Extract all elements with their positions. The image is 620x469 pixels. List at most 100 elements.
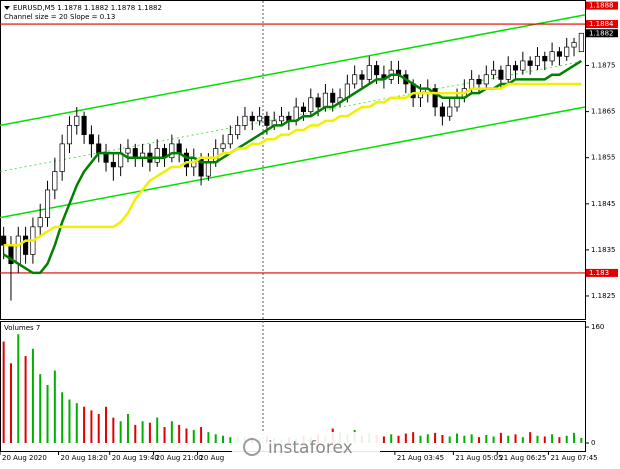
channel-upper — [0, 14, 586, 127]
volume-bar — [214, 434, 217, 443]
price-marker-label: 1.183 — [589, 269, 609, 277]
y-tick-label: 1.1835 — [591, 246, 616, 254]
x-tick-label: 20 Aug 2020 — [2, 454, 47, 462]
candle-body — [469, 78, 475, 89]
candle-body — [74, 115, 80, 126]
volume-bar — [90, 410, 93, 443]
candle-body — [454, 97, 460, 108]
candle-body — [235, 125, 241, 136]
watermark: instaforex — [232, 432, 380, 464]
candle-body — [205, 161, 211, 177]
symbol-icon — [4, 6, 10, 10]
candle-body — [498, 69, 504, 80]
volume-bar — [148, 422, 151, 443]
candle-body — [81, 115, 87, 136]
candle-body — [132, 148, 138, 159]
y-tick-label: 1.1855 — [591, 154, 616, 162]
watermark-bg — [232, 432, 380, 464]
volume-bar — [477, 437, 480, 443]
volume-bar — [156, 417, 159, 443]
candle-body — [556, 51, 562, 57]
volume-bar — [558, 437, 561, 443]
candle-body — [505, 65, 511, 80]
volume-bar — [499, 432, 502, 443]
volume-bar — [448, 436, 451, 443]
volume-bar — [222, 435, 225, 443]
candle-body — [23, 235, 29, 255]
candle-body — [125, 148, 131, 154]
candle-body — [527, 60, 533, 66]
volume-bar — [68, 399, 71, 443]
price-marker — [586, 268, 618, 277]
volume-bar — [536, 435, 539, 443]
candle-body — [249, 115, 255, 122]
price-marker — [586, 1, 618, 10]
volume-bar — [2, 341, 5, 443]
volume-bar — [485, 435, 488, 443]
volume-bar — [83, 406, 86, 443]
volume-bar — [551, 434, 554, 443]
candle-body — [534, 55, 541, 66]
candle-body — [59, 143, 65, 172]
volume-bar — [207, 432, 210, 443]
candle-body — [242, 115, 248, 126]
volume-bar — [31, 348, 34, 443]
volume-bar — [119, 421, 122, 443]
volume-bar — [75, 403, 78, 443]
volume-bar — [185, 428, 188, 443]
volume-bar — [507, 435, 510, 443]
volume-bar — [24, 356, 27, 443]
volume-bar — [192, 429, 195, 443]
candle-body — [66, 125, 73, 145]
volume-bar — [134, 424, 137, 443]
volume-bar — [463, 435, 466, 443]
candle-body — [96, 143, 102, 154]
candle-body — [491, 69, 497, 76]
candle-body — [52, 171, 58, 191]
volume-bar — [565, 435, 568, 443]
x-tick-label: 20 Aug 19:40 — [112, 454, 159, 462]
y-tick-label: 1.1875 — [591, 62, 616, 70]
candle-body — [549, 51, 555, 62]
volume-tick-label: 0 — [591, 439, 595, 447]
volume-bar — [9, 363, 12, 443]
candle-body — [322, 92, 328, 108]
x-tick-label: 21 Aug 03:45 — [397, 454, 444, 462]
price-panel-border — [0, 0, 586, 320]
volume-bar — [17, 334, 20, 443]
volume-tick-label: 160 — [591, 323, 604, 331]
candle-body — [520, 60, 526, 71]
candle-body — [352, 74, 358, 85]
candle-body — [110, 161, 116, 168]
x-tick-label: 21 Aug 06:25 — [499, 454, 546, 462]
candle-body — [571, 42, 577, 48]
volume-bar — [39, 374, 42, 443]
candle-body — [257, 115, 263, 122]
candle-body — [88, 134, 94, 145]
marks: 1.1825 1.1835 1.1845 1.1855 1.1865 1.1875 0 160… — [0, 2, 618, 462]
y-tick-label: 1.1845 — [591, 200, 616, 208]
candle-body — [578, 32, 584, 53]
chart-title: EURUSD,M5 1.1878 1.1882 1.1878 1.1882 — [13, 4, 162, 12]
candle-body — [1, 235, 7, 246]
volume-bar — [97, 414, 100, 443]
x-tick-label: 21 Aug 05:05 — [455, 454, 502, 462]
candle-body — [359, 74, 365, 80]
volume-bar — [53, 370, 56, 443]
volume-bar — [46, 385, 49, 443]
candle-body — [103, 152, 109, 163]
candle-body — [330, 92, 336, 103]
volume-bar — [426, 434, 429, 443]
volume-bar — [61, 392, 64, 443]
volume-bar — [543, 436, 546, 443]
volume-bar — [141, 421, 144, 443]
candle-body — [432, 88, 438, 108]
candle-body — [300, 106, 307, 112]
candle-body — [439, 106, 445, 117]
price-marker-label: 1.1888 — [589, 2, 614, 10]
volume-bar — [441, 435, 444, 443]
candle-body — [15, 235, 21, 265]
volume-bar — [434, 432, 437, 443]
